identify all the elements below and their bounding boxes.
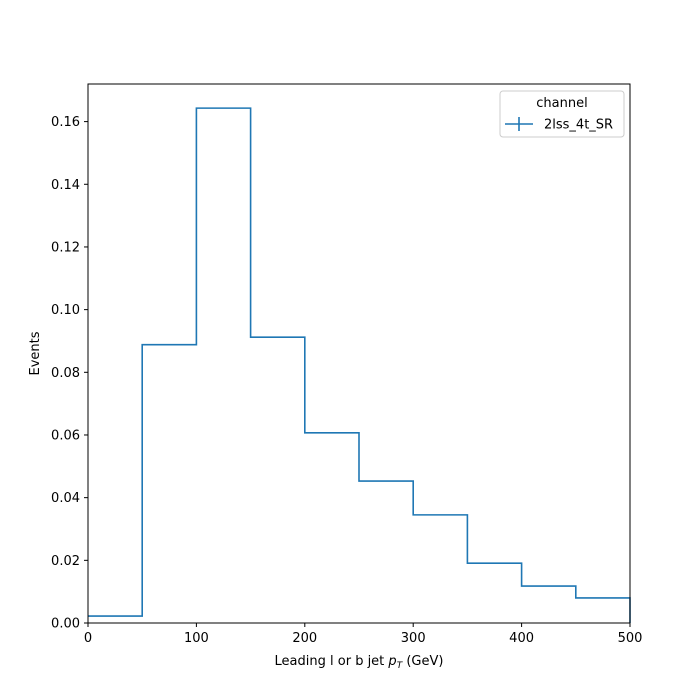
y-axis-ticks: 0.00 0.02 0.04 0.06 0.08 0.10 0.12 0.14 0.16	[51, 115, 88, 632]
histogram-step-line-0	[88, 107, 631, 623]
y-tick-label: 0.00	[51, 617, 80, 632]
plot-content	[88, 107, 631, 623]
x-axis-ticks: 0 100 200 300 400 500	[84, 623, 643, 646]
legend: channel 2lss_4t_SR	[499, 90, 625, 138]
x-tick-label: 500	[618, 631, 643, 646]
y-tick-label: 0.08	[51, 366, 80, 381]
y-tick-label: 0.02	[51, 554, 80, 569]
y-axis-label: Events	[28, 331, 43, 375]
legend-entries: 2lss_4t_SR	[505, 117, 613, 133]
x-axis-label-unit: (GeV)	[402, 654, 443, 669]
legend-title: channel	[536, 96, 587, 111]
x-tick-label: 300	[401, 631, 426, 646]
x-axis-label-math-base: p	[387, 654, 396, 669]
y-tick-label: 0.12	[51, 240, 80, 255]
y-tick-label: 0.14	[51, 178, 80, 193]
y-tick-label: 0.16	[51, 115, 80, 130]
x-axis-label-math-sub: T	[397, 661, 404, 671]
y-tick-label: 0.04	[51, 491, 80, 506]
x-tick-label: 100	[184, 631, 209, 646]
y-tick-label: 0.10	[51, 303, 80, 318]
x-axis-label: Leading l or b jet pT (GeV)	[275, 654, 444, 671]
x-tick-label: 400	[509, 631, 534, 646]
x-tick-label: 200	[292, 631, 317, 646]
x-tick-label: 0	[84, 631, 92, 646]
y-tick-label: 0.06	[51, 428, 80, 443]
legend-entry-label: 2lss_4t_SR	[544, 118, 613, 133]
legend-box	[499, 90, 625, 138]
plot-frame	[87, 83, 631, 624]
x-axis-label-main: Leading l or b jet	[275, 654, 389, 669]
